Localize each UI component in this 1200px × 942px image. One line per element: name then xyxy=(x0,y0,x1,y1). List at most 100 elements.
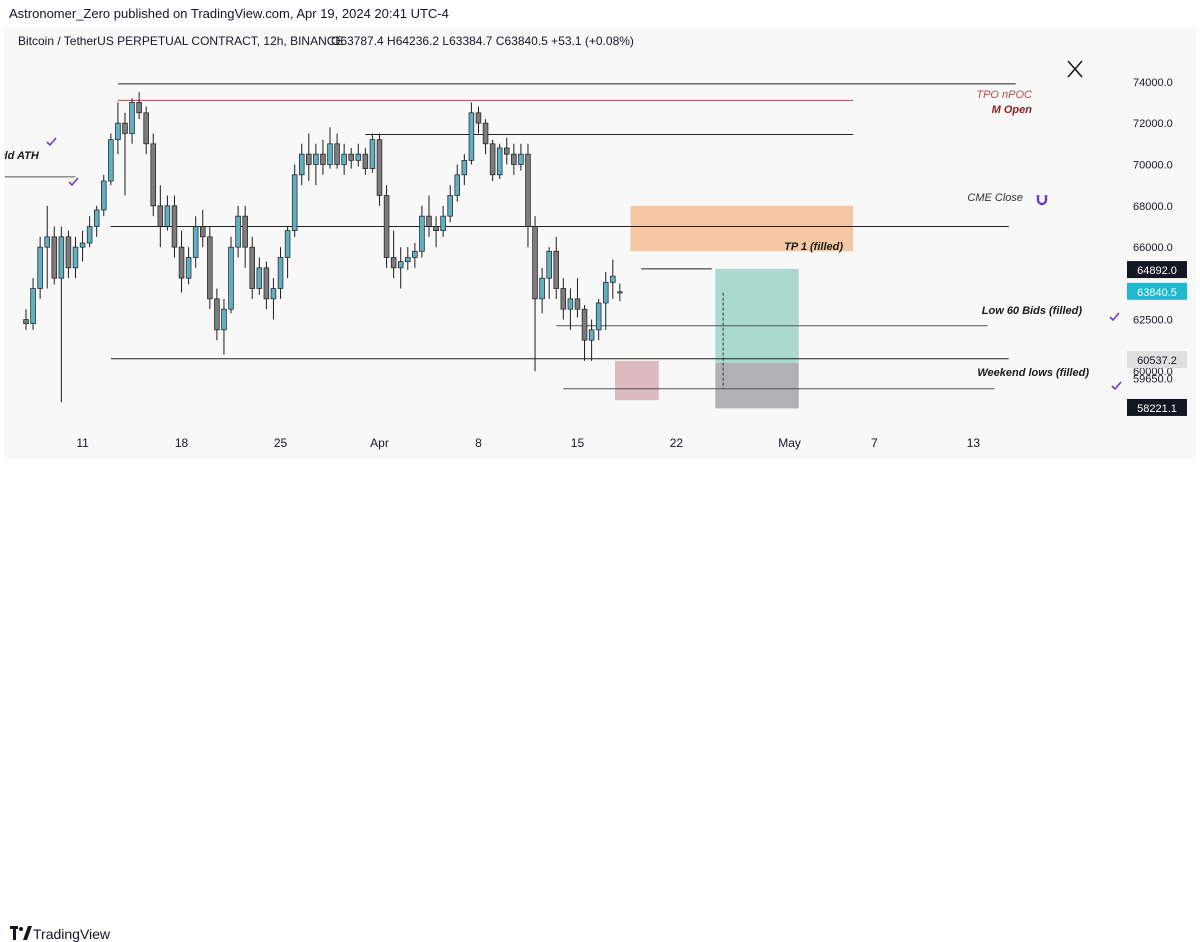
candle-body xyxy=(355,153,362,161)
candle xyxy=(86,216,93,248)
candle xyxy=(511,143,517,175)
candle xyxy=(298,143,305,186)
x-tick-label: 18 xyxy=(175,436,189,450)
candle xyxy=(242,205,248,268)
candle-body xyxy=(581,308,588,341)
candle xyxy=(277,247,284,299)
candle xyxy=(496,143,503,179)
candle xyxy=(235,205,241,258)
x-tick-label: 11 xyxy=(76,436,89,450)
candle-body xyxy=(291,174,298,231)
candle-body xyxy=(588,329,595,341)
candle xyxy=(369,133,376,173)
candle xyxy=(192,216,199,268)
candle-body xyxy=(214,298,220,331)
candle-body xyxy=(221,308,227,331)
candle-body xyxy=(150,143,157,207)
candle-body xyxy=(93,209,100,227)
candle-body xyxy=(546,250,552,279)
y-tick-label: 70000.0 xyxy=(1133,159,1173,171)
candle-body xyxy=(313,153,319,165)
tradingview-logo-icon xyxy=(10,926,32,940)
candle-body xyxy=(277,257,284,289)
candle-body xyxy=(617,291,623,294)
candle xyxy=(150,133,157,217)
y-tick-label: 72000.0 xyxy=(1133,118,1173,130)
candle-body xyxy=(108,139,114,182)
m-open-label: M Open xyxy=(992,104,1033,116)
candle-body xyxy=(369,139,376,169)
candle-body xyxy=(383,195,390,258)
candle xyxy=(475,106,482,134)
candle-body xyxy=(192,226,199,258)
x-tick-label: 7 xyxy=(871,436,878,450)
x-tick-label: 25 xyxy=(274,436,288,450)
candle xyxy=(390,230,397,279)
candle xyxy=(44,205,50,289)
candle-body xyxy=(468,112,475,161)
chart-frame: 74000.0 72000.0 70000.0 68000.0 66000.0 62500… xyxy=(0,27,1196,459)
candle xyxy=(525,143,531,248)
candle xyxy=(23,309,29,330)
candle-body xyxy=(320,153,326,165)
candle xyxy=(588,319,595,361)
price-badge xyxy=(1127,261,1187,279)
weekend-lows-label: Weekend lows (filled) xyxy=(977,367,1089,379)
candle xyxy=(504,137,510,165)
candle-body xyxy=(376,139,383,196)
candle xyxy=(51,226,58,285)
candle-body xyxy=(482,122,489,145)
candle xyxy=(291,164,298,237)
candle xyxy=(341,143,347,175)
candle-body xyxy=(511,153,517,165)
candle xyxy=(397,247,404,289)
candle-body xyxy=(426,215,432,227)
candle-body xyxy=(86,226,93,244)
candle-body xyxy=(249,246,255,289)
candle-body xyxy=(115,122,121,141)
price-badge-label: 63840.5 xyxy=(1137,287,1177,299)
x-tick-label: 15 xyxy=(571,436,585,450)
price-badge xyxy=(1127,398,1187,416)
candle xyxy=(334,133,340,169)
ohlc-readout: O63787.4 H64236.2 L63384.7 C63840.5 +53.… xyxy=(331,34,634,48)
candle xyxy=(553,236,559,299)
candle-body xyxy=(143,112,149,145)
candle xyxy=(461,154,468,186)
x-tick-label: 22 xyxy=(670,436,684,450)
candle xyxy=(320,139,326,175)
candle-body xyxy=(518,153,524,165)
candle xyxy=(419,205,425,258)
candle-body xyxy=(58,236,65,279)
candle xyxy=(101,174,107,217)
candle xyxy=(355,143,362,167)
candle xyxy=(362,147,369,175)
x-tick-label: 8 xyxy=(475,436,482,450)
candle xyxy=(383,185,390,268)
price-chart[interactable]: 74000.0 72000.0 70000.0 68000.0 66000.0 62500… xyxy=(0,27,1196,459)
candle xyxy=(115,102,121,155)
candle-body xyxy=(178,246,185,279)
candle xyxy=(468,102,475,165)
candle-body xyxy=(327,143,333,165)
candles-layer xyxy=(23,92,623,403)
candle xyxy=(518,143,524,171)
candle xyxy=(376,133,383,206)
candle xyxy=(284,226,291,279)
candle-body xyxy=(496,147,503,176)
candle xyxy=(108,133,114,186)
candle xyxy=(122,112,128,196)
candle-body xyxy=(270,288,277,300)
price-badge-label: 64892.0 xyxy=(1137,265,1177,277)
candle xyxy=(574,278,581,318)
candle-body xyxy=(44,236,50,248)
candle-body xyxy=(553,250,559,289)
candle xyxy=(136,92,142,120)
candle xyxy=(433,216,439,248)
candle-body xyxy=(610,275,616,283)
candle xyxy=(72,236,79,279)
price-badge-label: 58221.1 xyxy=(1137,403,1177,415)
price-badge-label: 60537.2 xyxy=(1137,355,1177,367)
candle-body xyxy=(185,257,192,279)
candle-body xyxy=(157,205,164,227)
